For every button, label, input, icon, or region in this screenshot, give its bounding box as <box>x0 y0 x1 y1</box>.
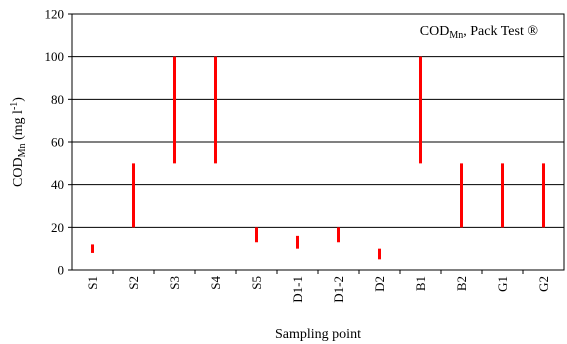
y-axis-label: CODMn (mg l-1) <box>9 97 28 187</box>
x-tick-label-S4: S4 <box>208 276 223 290</box>
range-bars <box>91 56 545 260</box>
x-axis-label: Sampling point <box>275 327 361 342</box>
annotation-sub: Mn <box>449 30 463 41</box>
y-tick-label-80: 80 <box>51 92 64 107</box>
x-tick-label-S3: S3 <box>167 276 182 290</box>
annotation-main: COD <box>420 24 450 39</box>
y-tick-label-20: 20 <box>51 220 64 235</box>
y-tick-label-120: 120 <box>45 7 65 22</box>
x-tick-label-D1-1: D1-1 <box>290 276 305 303</box>
x-tick-label-B2: B2 <box>454 276 469 291</box>
x-tick-label-S5: S5 <box>249 276 264 290</box>
y-axis-label-main: COD <box>11 157 26 187</box>
y-tick-label-40: 40 <box>51 177 64 192</box>
y-axis-ticks: 0 20 40 60 80 100 120 <box>45 7 72 278</box>
x-tick-label-D2: D2 <box>372 276 387 292</box>
y-tick-label-100: 100 <box>45 49 65 64</box>
x-tick-label-S1: S1 <box>85 276 100 290</box>
annotation-rest: , Pack Test ® <box>463 24 538 39</box>
x-tick-label-B1: B1 <box>413 276 428 291</box>
x-tick-label-D1-2: D1-2 <box>331 276 346 303</box>
chart-annotation: CODMn, Pack Test ® <box>420 24 539 41</box>
x-tick-label-G1: G1 <box>495 276 510 292</box>
x-tick-label-S2: S2 <box>126 276 141 290</box>
y-axis-label-unit-sup: -1 <box>9 102 20 110</box>
y-tick-label-0: 0 <box>58 263 65 278</box>
y-axis-label-unit-close: ) <box>11 97 26 102</box>
x-axis-ticks: S1 S2 S3 S4 S5 D1-1 D1-2 D2 B1 B2 G1 G2 <box>85 270 551 303</box>
y-axis-label-unit: (mg l <box>11 110 26 144</box>
y-axis-label-sub: Mn <box>17 144 28 158</box>
x-tick-label-G2: G2 <box>536 276 551 292</box>
y-tick-label-60: 60 <box>51 135 64 150</box>
gridlines <box>72 56 564 228</box>
